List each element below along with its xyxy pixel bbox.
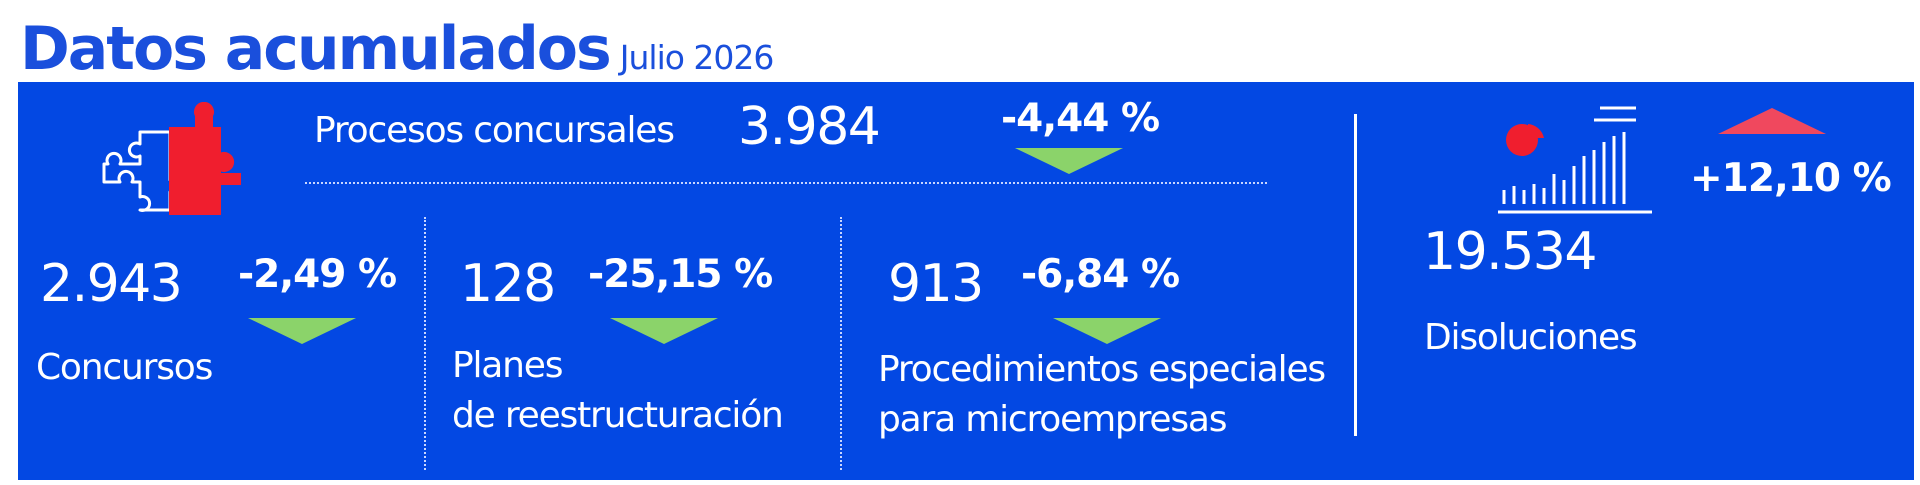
- disoluciones-label: Disoluciones: [1424, 317, 1638, 358]
- procedimientos-trend-down-icon: [1053, 318, 1161, 344]
- procesos-value: 3.984: [738, 97, 881, 157]
- section-separator: [1354, 114, 1357, 436]
- planes-value: 128: [460, 254, 556, 314]
- procesos-trend-down-icon: [1015, 148, 1123, 174]
- puzzle-icon: [100, 101, 260, 222]
- procesos-label: Procesos concursales: [314, 110, 675, 151]
- concursos-change: -2,49 %: [238, 252, 397, 297]
- procedimientos-label-line1: Procedimientos especiales: [878, 349, 1326, 390]
- procesos-change: -4,44 %: [1001, 96, 1160, 141]
- procedimientos-change: -6,84 %: [1021, 252, 1180, 297]
- procedimientos-label-line2: para microempresas: [878, 399, 1228, 440]
- procesos-divider: [305, 182, 1267, 184]
- planes-label-line1: Planes: [452, 345, 564, 386]
- chart-icon: [1498, 102, 1658, 220]
- column-divider-1: [424, 217, 426, 470]
- disoluciones-change: +12,10 %: [1690, 156, 1892, 201]
- disoluciones-value: 19.534: [1423, 222, 1597, 282]
- concursos-value: 2.943: [40, 254, 183, 314]
- page-title: Datos acumulados: [20, 14, 612, 84]
- planes-change: -25,15 %: [588, 252, 773, 297]
- planes-trend-down-icon: [610, 318, 718, 344]
- column-divider-2: [840, 217, 842, 470]
- page-header: Datos acumulados Julio 2026: [20, 14, 775, 84]
- procedimientos-value: 913: [888, 254, 984, 314]
- concursos-label: Concursos: [36, 347, 213, 388]
- stats-panel: Procesos concursales 3.984 -4,44 % 2.943…: [18, 82, 1914, 480]
- page-subtitle: Julio 2026: [619, 38, 775, 77]
- disoluciones-trend-up-icon: [1718, 108, 1826, 134]
- planes-label-line2: de reestructuración: [452, 395, 784, 436]
- concursos-trend-down-icon: [248, 318, 356, 344]
